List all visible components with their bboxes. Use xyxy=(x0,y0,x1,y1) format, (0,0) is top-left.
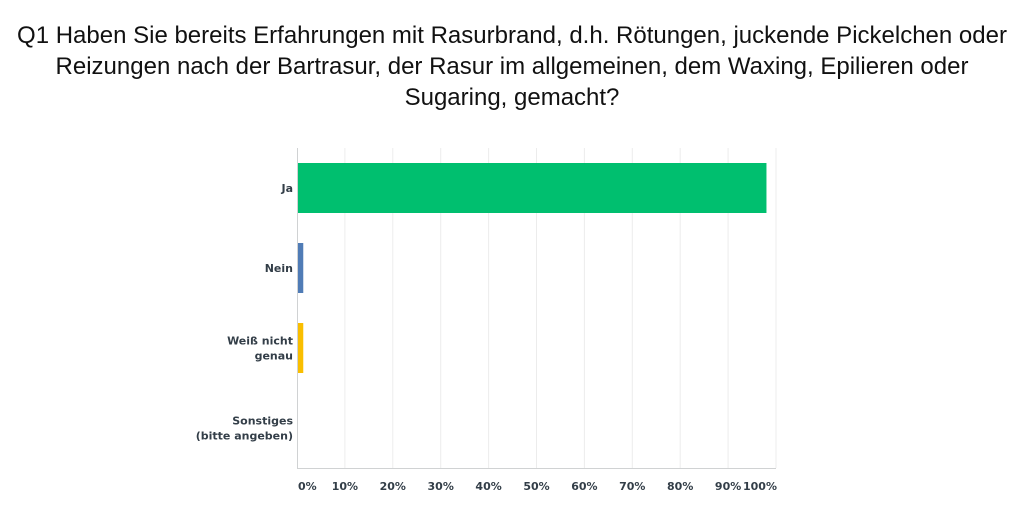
axes xyxy=(297,148,776,469)
tick-label: 90% xyxy=(715,480,741,493)
chart-title-line-2: Reizungen nach der Bartrasur, der Rasur … xyxy=(55,53,969,80)
tick-label: 20% xyxy=(380,480,406,493)
tick-label: 60% xyxy=(571,480,597,493)
category-label: Nein xyxy=(265,262,293,275)
bars xyxy=(298,163,767,373)
chart-title-line-1: Q1 Haben Sie bereits Erfahrungen mit Ras… xyxy=(17,22,1007,49)
tick-label: 80% xyxy=(667,480,693,493)
tick-label: 70% xyxy=(619,480,645,493)
chart-title: Q1 Haben Sie bereits Erfahrungen mit Ras… xyxy=(0,20,1024,113)
tick-label: 100% xyxy=(743,480,777,493)
category-label: Sonstiges xyxy=(232,415,293,428)
tick-label: 0% xyxy=(298,480,317,493)
category-label: Ja xyxy=(280,182,293,195)
tick-label: 10% xyxy=(332,480,358,493)
tick-labels: 0% 10% 20% 30% 40% 50% 60% 70% 80% 90% 100% xyxy=(298,480,777,493)
category-label: (bitte angeben) xyxy=(196,430,293,443)
tick-label: 30% xyxy=(428,480,454,493)
category-label: genau xyxy=(255,350,293,363)
chart-title-line-3: Sugaring, gemacht? xyxy=(404,84,620,111)
tick-label: 50% xyxy=(523,480,549,493)
category-labels: Ja Nein Weiß nicht genau Sonstiges (bitte ang… xyxy=(196,182,294,443)
bar xyxy=(298,243,304,293)
bar xyxy=(298,323,304,373)
category-label: Weiß nicht xyxy=(227,335,293,348)
tick-label: 40% xyxy=(475,480,501,493)
bar xyxy=(298,163,767,213)
